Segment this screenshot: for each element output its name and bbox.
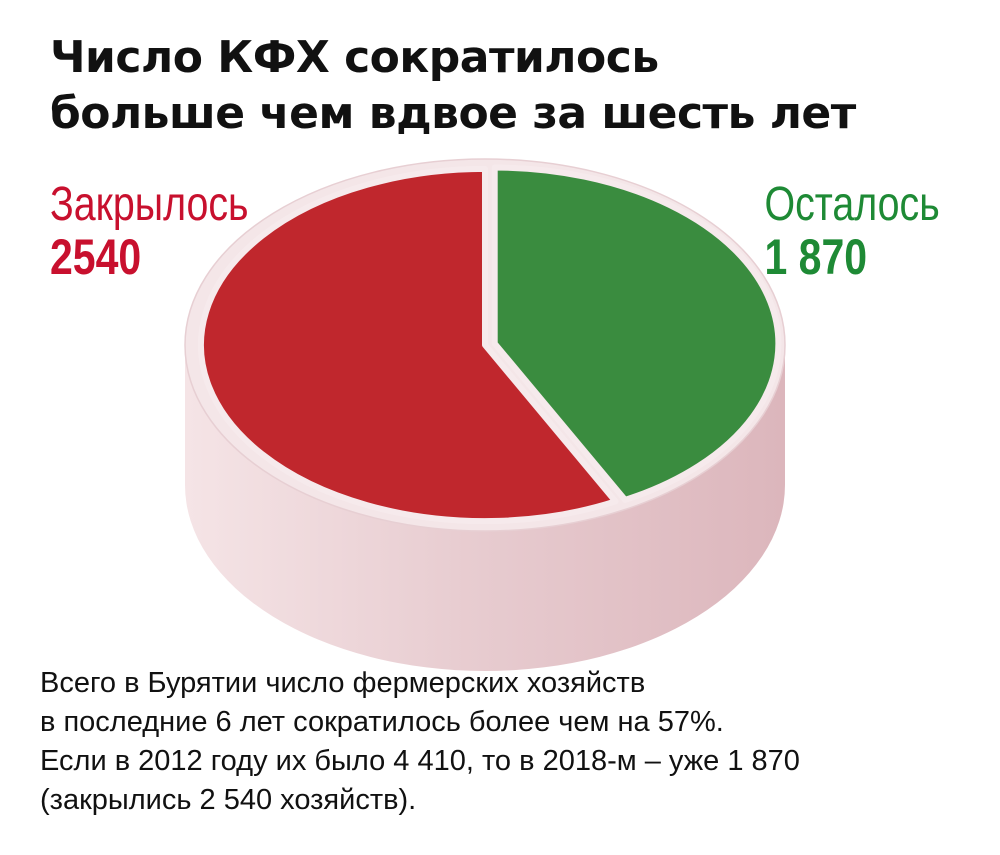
chart-title-line-2: больше чем вдвое за шесть лет	[50, 88, 856, 139]
caption-line-3: Если в 2012 году их было 4 410, то в 201…	[40, 745, 800, 777]
remaining-slice-value: 1 870	[764, 229, 868, 285]
caption-line-2: в последние 6 лет сократилось более чем …	[40, 706, 724, 738]
pie-side-wall	[185, 345, 785, 671]
pie-slice-closed	[197, 165, 619, 525]
pie-slice-remaining	[491, 164, 782, 503]
remaining-slice-label: Осталось 1 870	[764, 178, 940, 285]
caption-line-1: Всего в Бурятии число фермерских хозяйст…	[40, 667, 646, 699]
chart-title: Число КФХ сократилось больше чем вдвое з…	[50, 30, 970, 142]
closed-slice-label: Закрылось 2540	[50, 178, 249, 285]
caption-line-4: (закрылись 2 540 хозяйств).	[40, 784, 417, 816]
closed-slice-value: 2540	[50, 229, 142, 285]
remaining-slice-name: Осталось	[764, 178, 940, 231]
closed-slice-name: Закрылось	[50, 178, 249, 231]
chart-title-line-1: Число КФХ сократилось	[50, 32, 659, 83]
caption: Всего в Бурятии число фермерских хозяйст…	[40, 664, 970, 820]
